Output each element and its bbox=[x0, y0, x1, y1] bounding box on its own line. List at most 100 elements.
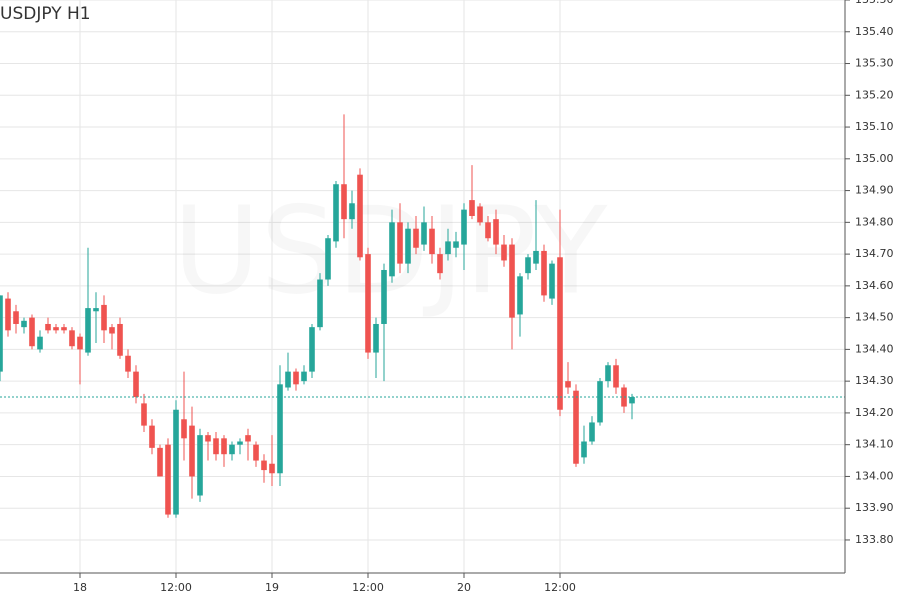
candle-body bbox=[533, 250, 539, 264]
candle-body bbox=[77, 336, 83, 350]
candle-body bbox=[229, 444, 235, 455]
x-tick-label: 18 bbox=[73, 581, 87, 594]
y-tick-label: 135.50 bbox=[855, 0, 894, 6]
x-tick-label: 12:00 bbox=[352, 581, 384, 594]
candle-body bbox=[501, 244, 507, 261]
x-tick-label: 12:00 bbox=[160, 581, 192, 594]
candle-body bbox=[405, 228, 411, 264]
candle-body bbox=[445, 241, 451, 255]
y-tick-label: 134.30 bbox=[855, 374, 894, 387]
candle-body bbox=[469, 200, 475, 216]
candle-body bbox=[509, 244, 515, 318]
candle-body bbox=[117, 323, 123, 356]
y-tick-label: 135.30 bbox=[855, 57, 894, 70]
candle-body bbox=[181, 419, 187, 439]
candle-body bbox=[261, 460, 267, 471]
y-tick-label: 134.80 bbox=[855, 215, 894, 228]
y-tick-label: 134.50 bbox=[855, 311, 894, 324]
candle-body bbox=[325, 238, 331, 280]
y-tick-label: 133.90 bbox=[855, 501, 894, 514]
candle-body bbox=[589, 422, 595, 442]
y-tick-label: 134.70 bbox=[855, 247, 894, 260]
candle-body bbox=[277, 384, 283, 474]
candle-body bbox=[109, 327, 115, 334]
candle-body bbox=[629, 397, 635, 404]
candle-body bbox=[213, 438, 219, 455]
candle-body bbox=[333, 184, 339, 242]
candle-body bbox=[493, 219, 499, 245]
candle-body bbox=[245, 435, 251, 442]
candle-body bbox=[349, 203, 355, 220]
candle-body bbox=[597, 381, 603, 423]
candle-body bbox=[525, 257, 531, 274]
candle-body bbox=[517, 276, 523, 315]
y-tick-label: 134.20 bbox=[855, 406, 894, 419]
candle-body bbox=[125, 355, 131, 372]
candle-body bbox=[301, 371, 307, 382]
x-tick-label: 12:00 bbox=[544, 581, 576, 594]
y-tick-label: 135.20 bbox=[855, 88, 894, 101]
candle-body bbox=[269, 463, 275, 474]
x-tick-label: 20 bbox=[457, 581, 471, 594]
y-tick-label: 134.00 bbox=[855, 469, 894, 482]
chart-title: USDJPY H1 bbox=[0, 4, 91, 24]
candle-body bbox=[293, 371, 299, 385]
candle-body bbox=[133, 371, 139, 398]
y-tick-label: 134.40 bbox=[855, 342, 894, 355]
candle-body bbox=[453, 241, 459, 248]
y-tick-label: 133.80 bbox=[855, 533, 894, 546]
candle-body bbox=[285, 371, 291, 388]
candle-body bbox=[437, 254, 443, 274]
candle-body bbox=[429, 228, 435, 255]
candle-body bbox=[149, 425, 155, 448]
candle-body bbox=[557, 257, 563, 410]
candle-body bbox=[477, 206, 483, 223]
y-tick-label: 135.10 bbox=[855, 120, 894, 133]
candle-body bbox=[381, 269, 387, 324]
candle-body bbox=[37, 336, 43, 350]
candle-body bbox=[421, 222, 427, 245]
candle-body bbox=[173, 409, 179, 515]
candle-body bbox=[461, 209, 467, 245]
candle-body bbox=[165, 444, 171, 515]
candle-body bbox=[101, 304, 107, 331]
candle-body bbox=[69, 330, 75, 347]
y-tick-label: 134.90 bbox=[855, 184, 894, 197]
candle-body bbox=[549, 263, 555, 299]
candle-body bbox=[605, 365, 611, 382]
candle-body bbox=[21, 320, 27, 328]
candle-body bbox=[309, 327, 315, 372]
candle-body bbox=[565, 381, 571, 388]
candle-body bbox=[189, 425, 195, 477]
candle-body bbox=[85, 308, 91, 353]
candle-body bbox=[389, 222, 395, 277]
axes: 133.80 133.90 134.00 134.10 134.20 134.30 134.… bbox=[73, 0, 894, 594]
candle-body bbox=[5, 298, 11, 331]
y-tick-label: 134.10 bbox=[855, 438, 894, 451]
candle-body bbox=[341, 184, 347, 220]
y-tick-label: 134.60 bbox=[855, 279, 894, 292]
y-tick-label: 135.40 bbox=[855, 25, 894, 38]
candle-body bbox=[485, 222, 491, 239]
candle-body bbox=[253, 444, 259, 461]
candle-body bbox=[357, 174, 363, 258]
candle-body bbox=[581, 441, 587, 458]
plot bbox=[0, 114, 845, 518]
candle-body bbox=[0, 295, 3, 372]
candle-body bbox=[61, 327, 67, 331]
candle-body bbox=[221, 438, 227, 455]
candle-body bbox=[45, 323, 51, 331]
candle-body bbox=[573, 390, 579, 464]
candle-body bbox=[205, 435, 211, 442]
candle-body bbox=[13, 311, 19, 324]
candle-body bbox=[541, 250, 547, 296]
candle-body bbox=[93, 308, 99, 312]
candle-body bbox=[397, 222, 403, 264]
candle-body bbox=[53, 327, 59, 331]
candle-body bbox=[317, 279, 323, 328]
candle-body bbox=[613, 365, 619, 388]
candle-body bbox=[29, 317, 35, 347]
candle-body bbox=[197, 435, 203, 496]
